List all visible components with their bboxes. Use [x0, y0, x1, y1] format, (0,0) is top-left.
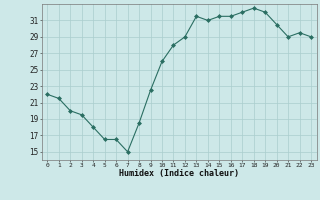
- X-axis label: Humidex (Indice chaleur): Humidex (Indice chaleur): [119, 169, 239, 178]
